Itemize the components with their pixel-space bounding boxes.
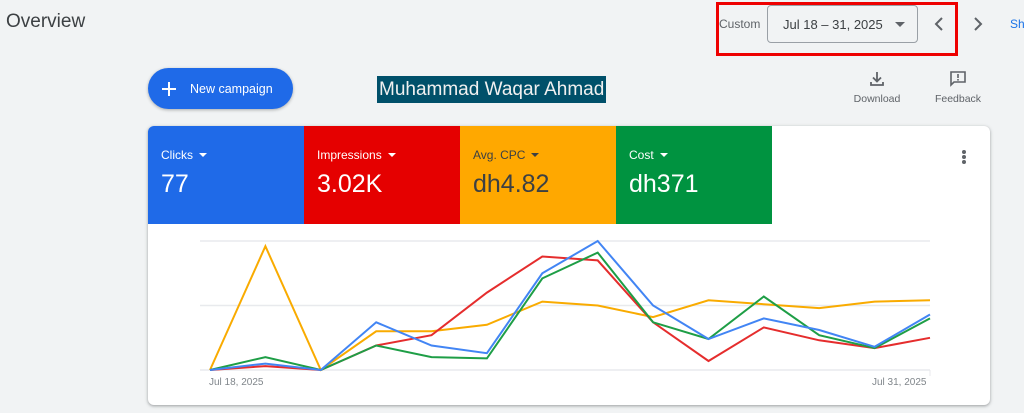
metric-tiles: Clicks 77 Impressions 3.02K Avg. CPC dh4… xyxy=(148,126,990,224)
metric-value: dh371 xyxy=(629,170,699,198)
next-period-button[interactable] xyxy=(968,12,988,36)
dropdown-caret-icon xyxy=(531,153,540,157)
more-vert-icon-dot xyxy=(962,155,966,159)
date-range-label: Custom xyxy=(719,17,761,31)
page-title: Overview xyxy=(6,11,86,32)
x-axis-end-label: Jul 31, 2025 xyxy=(872,377,927,388)
new-campaign-label: New campaign xyxy=(190,81,273,96)
series-line-impressions xyxy=(209,255,931,372)
dropdown-caret-icon xyxy=(199,153,207,157)
metric-label: Avg. CPC xyxy=(473,148,526,162)
metric-label: Clicks xyxy=(161,148,193,162)
metric-value: 77 xyxy=(161,170,189,198)
download-button[interactable]: Download xyxy=(848,70,906,105)
dropdown-caret-icon xyxy=(895,22,905,27)
metric-label: Cost xyxy=(629,148,654,162)
metric-label: Impressions xyxy=(317,148,382,162)
metric-value: dh4.82 xyxy=(473,170,550,198)
series-line-cost xyxy=(209,251,931,372)
previous-period-button[interactable] xyxy=(929,12,949,36)
more-options-button[interactable] xyxy=(956,148,972,166)
metric-tile-avg-cpc[interactable]: Avg. CPC dh4.82 xyxy=(460,126,616,224)
x-axis-start-label: Jul 18, 2025 xyxy=(209,377,264,388)
series-line-avg-cpc xyxy=(209,243,931,372)
download-icon xyxy=(870,72,884,86)
metric-tile-impressions[interactable]: Impressions 3.02K xyxy=(304,126,460,224)
show-link[interactable]: Sh xyxy=(1010,17,1024,31)
metric-tile-cost[interactable]: Cost dh371 xyxy=(616,126,772,224)
new-campaign-button[interactable]: New campaign xyxy=(148,68,293,109)
dropdown-caret-icon xyxy=(387,153,396,157)
feedback-label: Feedback xyxy=(934,93,982,105)
more-vert-icon xyxy=(962,150,966,154)
date-range-value: Jul 18 – 31, 2025 xyxy=(783,16,883,32)
metric-value: 3.02K xyxy=(317,170,383,198)
download-label: Download xyxy=(853,93,901,105)
date-range-select[interactable]: Jul 18 – 31, 2025 xyxy=(767,5,918,43)
metric-tile-clicks[interactable]: Clicks 77 xyxy=(148,126,304,224)
more-vert-icon-dot xyxy=(962,160,966,164)
chevron-left-icon xyxy=(934,17,943,31)
date-range-highlight-box xyxy=(716,2,958,56)
chevron-right-icon xyxy=(974,17,983,31)
line-chart xyxy=(200,239,931,376)
plus-icon xyxy=(162,81,176,96)
series-line-clicks xyxy=(209,239,931,372)
performance-card: Clicks 77 Impressions 3.02K Avg. CPC dh4… xyxy=(148,126,990,405)
name-tag: Muhammad Waqar Ahmad xyxy=(377,76,607,103)
feedback-icon xyxy=(950,71,966,87)
dropdown-caret-icon xyxy=(659,153,668,157)
feedback-button[interactable]: Feedback xyxy=(930,70,986,105)
